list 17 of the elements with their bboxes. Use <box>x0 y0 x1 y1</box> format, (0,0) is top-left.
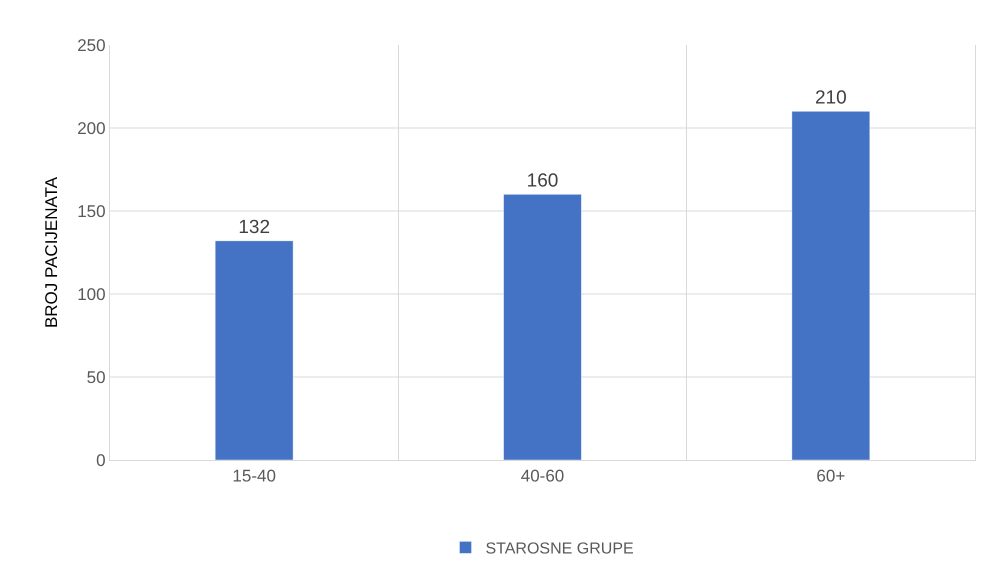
bar <box>214 240 294 460</box>
x-tick-label: 40-60 <box>520 466 564 486</box>
y-axis-title: BROJ PACIJENATA <box>42 176 61 328</box>
y-tick-label: 50 <box>86 368 106 387</box>
x-tick-label: 60+ <box>816 466 846 486</box>
legend-label: STAROSNE GRUPE <box>486 540 634 558</box>
bar <box>503 194 582 460</box>
y-tick-label: 250 <box>77 36 106 55</box>
y-tick-label: 200 <box>77 118 106 138</box>
x-tick-label: 15-40 <box>232 466 276 486</box>
bar <box>792 111 870 460</box>
data-label: 210 <box>814 87 847 108</box>
y-tick-label: 150 <box>77 202 106 221</box>
y-tick-label: 100 <box>77 284 106 304</box>
data-label: 132 <box>238 216 270 238</box>
data-label: 160 <box>526 170 558 192</box>
y-tick-label: 0 <box>96 450 106 470</box>
